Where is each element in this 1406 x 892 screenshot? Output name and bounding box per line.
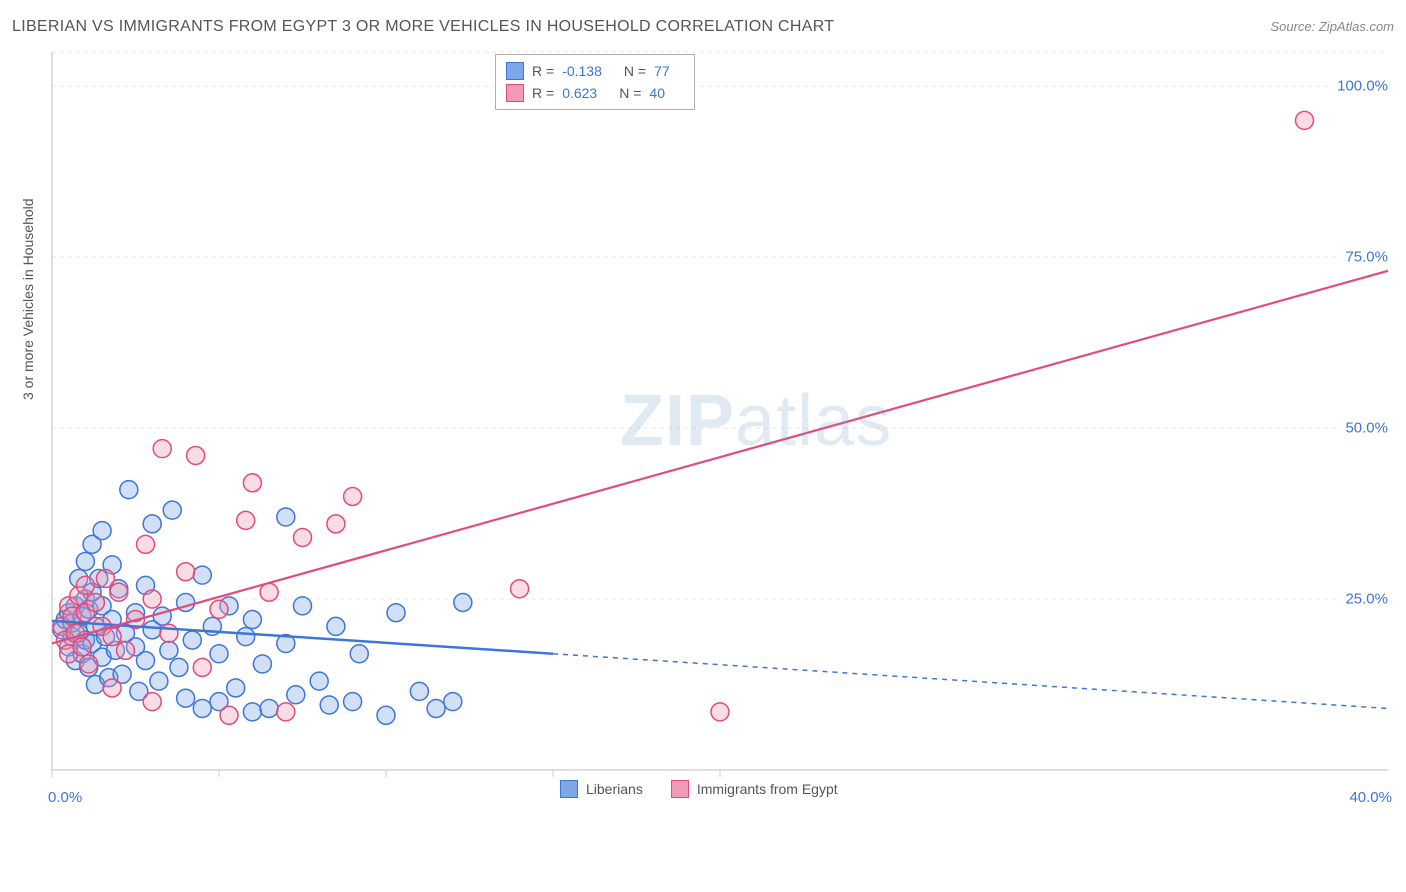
stat-r-value: -0.138 [562,60,602,82]
chart-area: 3 or more Vehicles in Household R = -0.1… [50,50,1390,830]
x-tick-min: 0.0% [48,789,82,806]
swatch-icon [506,84,524,102]
scatter-plot [50,50,1390,830]
y-axis-label: 3 or more Vehicles in Household [20,198,36,400]
stat-r-value: 0.623 [562,82,597,104]
stats-row-liberians: R = -0.138 N = 77 [506,60,684,82]
stat-label: R = [532,60,554,82]
legend-label: Liberians [586,781,643,797]
y-tick-label: 25.0% [1341,591,1392,608]
stat-label: N = [624,60,646,82]
legend-item-egypt: Immigrants from Egypt [671,780,838,798]
stat-n-value: 40 [649,82,665,104]
chart-header: LIBERIAN VS IMMIGRANTS FROM EGYPT 3 OR M… [12,18,1394,36]
stats-row-egypt: R = 0.623 N = 40 [506,82,684,104]
legend-label: Immigrants from Egypt [697,781,838,797]
stat-n-value: 77 [654,60,670,82]
legend-item-liberians: Liberians [560,780,643,798]
swatch-icon [506,62,524,80]
bottom-legend: Liberians Immigrants from Egypt [560,780,838,798]
y-tick-label: 100.0% [1333,78,1392,95]
stat-label: N = [619,82,641,104]
x-tick-max: 40.0% [1349,789,1392,806]
chart-title: LIBERIAN VS IMMIGRANTS FROM EGYPT 3 OR M… [12,18,834,36]
y-tick-label: 50.0% [1341,420,1392,437]
stat-label: R = [532,82,554,104]
stats-legend-box: R = -0.138 N = 77 R = 0.623 N = 40 [495,54,695,110]
swatch-icon [671,780,689,798]
chart-source: Source: ZipAtlas.com [1270,19,1394,34]
y-tick-label: 75.0% [1341,249,1392,266]
swatch-icon [560,780,578,798]
